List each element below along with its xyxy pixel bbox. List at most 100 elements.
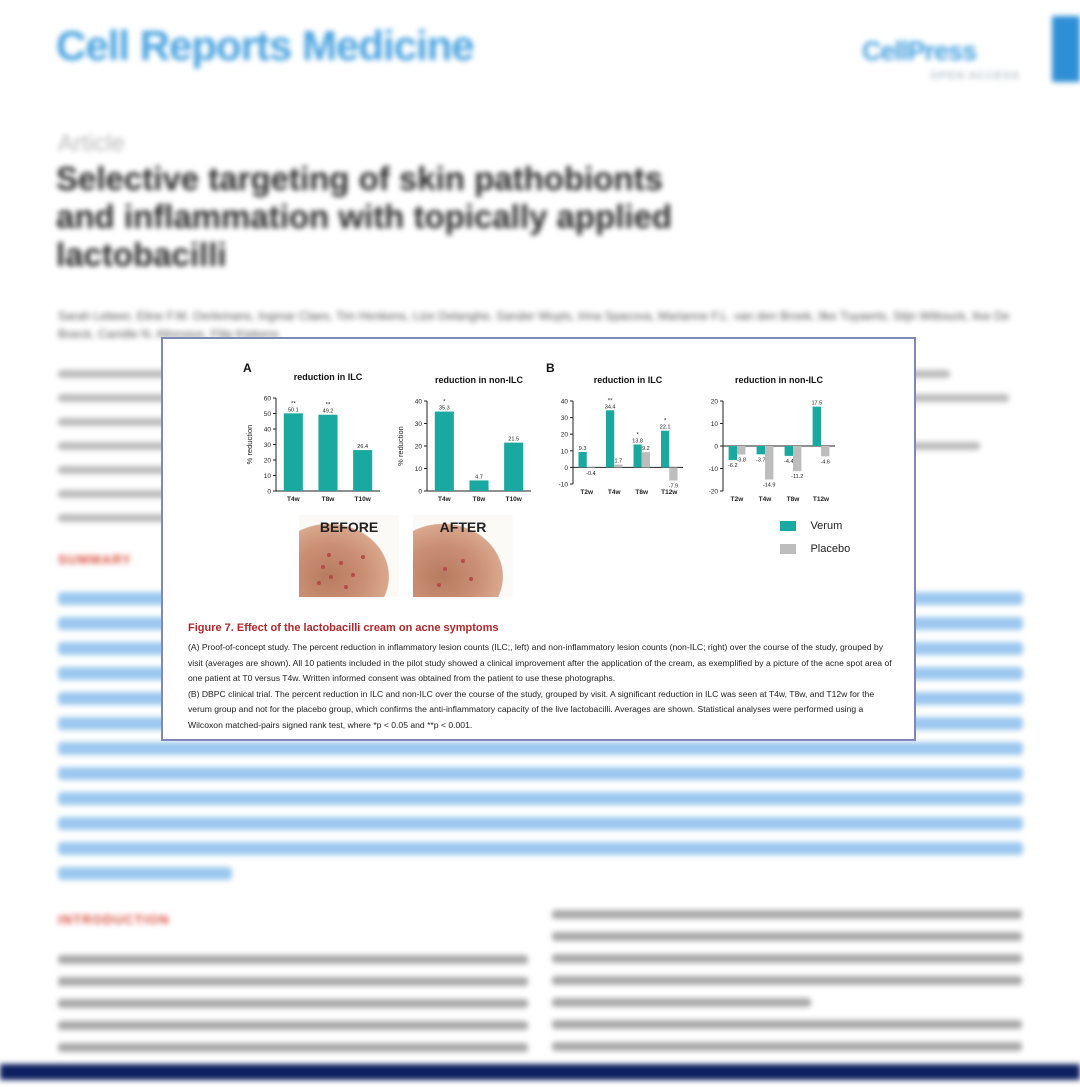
y-tick-label: -10: [709, 466, 719, 473]
bar-verum: [756, 446, 765, 455]
photo-before-label: BEFORE: [319, 519, 379, 535]
bar-verum: [606, 410, 615, 468]
data-label: -7.9: [669, 484, 678, 490]
x-tick-label: T4w: [608, 489, 622, 496]
y-axis-label: % reduction: [245, 425, 254, 465]
y-tick-label: 20: [415, 444, 423, 451]
bar-verum: [812, 406, 821, 446]
intro-right-column: [552, 910, 1022, 1064]
publisher-logo: CellPress: [862, 36, 977, 66]
y-tick-label: 10: [415, 466, 423, 473]
significance-marker: *: [664, 419, 667, 425]
bar-placebo: [669, 467, 678, 481]
y-tick-label: 10: [264, 473, 272, 480]
data-label: 34.4: [605, 404, 616, 410]
legend-placebo: Placebo: [780, 540, 850, 558]
bar-placebo: [821, 446, 830, 457]
x-tick-label: T4w: [759, 496, 773, 503]
photo-before: BEFORE: [299, 515, 399, 597]
y-tick-label: 30: [561, 415, 569, 422]
chart-title: reduction in non-ILC: [435, 375, 523, 385]
bar-placebo: [793, 446, 802, 472]
y-tick-label: 0: [418, 489, 422, 496]
data-label: -4.4: [784, 459, 793, 465]
bar-placebo: [614, 464, 623, 468]
y-tick-label: 10: [561, 448, 569, 455]
caption-panel-b: (B) DBPC clinical trial. The percent red…: [188, 688, 875, 730]
legend-verum-label: Verum: [810, 519, 843, 532]
x-tick-label: T8w: [473, 496, 487, 503]
open-access-label: OPEN ACCESS: [930, 70, 1020, 82]
data-label: 13.8: [632, 438, 643, 444]
y-tick-label: 40: [264, 427, 272, 434]
legend-placebo-swatch: [780, 543, 796, 554]
bar-placebo: [586, 467, 595, 469]
data-label: 35.3: [439, 406, 450, 412]
journal-title: Cell Reports Medicine: [56, 22, 475, 69]
y-tick-label: 40: [415, 399, 423, 406]
significance-marker: **: [326, 403, 331, 409]
bar-value: [469, 480, 489, 491]
data-label: -3.8: [736, 458, 745, 464]
y-tick-label: 20: [264, 458, 272, 465]
x-tick-label: T2w: [731, 496, 745, 503]
x-tick-label: T10w: [506, 496, 523, 503]
photo-after-label: AFTER: [439, 519, 487, 535]
chart-title: reduction in ILC: [594, 375, 663, 385]
data-label: 21.5: [508, 437, 519, 443]
summary-heading: SUMMARY: [58, 552, 132, 567]
figure-caption-title: Figure 7. Effect of the lactobacilli cre…: [188, 622, 499, 634]
bar-value: [504, 442, 524, 491]
author-list: Sarah Lebeer, Eline F.M. Oerlemans, Ingm…: [58, 309, 1010, 341]
bar-verum: [633, 444, 642, 468]
y-tick-label: -20: [709, 489, 719, 496]
figure-7-card: A B reduction in ILC 0 10 20 30 40 50 60 % reduc…: [161, 337, 916, 741]
x-tick-label: T8w: [322, 496, 336, 503]
bar-value: [353, 450, 373, 491]
data-label: -14.9: [763, 483, 776, 489]
data-label: 22.1: [660, 425, 671, 431]
data-label: 4.7: [475, 474, 483, 480]
data-label: -11.2: [791, 474, 803, 480]
caption-panel-a: (A) Proof-of-concept study. The percent …: [188, 642, 892, 683]
bar-placebo: [737, 446, 746, 455]
y-tick-label: 40: [561, 399, 569, 406]
introduction-heading: INTRODUCTION: [58, 912, 170, 927]
y-tick-label: -10: [559, 482, 569, 489]
bar-value: [283, 413, 303, 491]
bar-value: [434, 411, 454, 491]
panel-a-label: A: [243, 361, 252, 375]
x-tick-label: T8w: [787, 496, 801, 503]
bar-verum: [728, 446, 737, 460]
significance-marker: **: [291, 401, 296, 407]
data-label: 50.1: [288, 407, 299, 413]
data-label: -0.4: [586, 471, 595, 477]
bottom-bar: [0, 1064, 1080, 1080]
significance-marker: *: [636, 432, 639, 438]
legend-verum: Verum: [780, 517, 842, 535]
data-label: 9.2: [642, 446, 650, 452]
x-tick-label: T4w: [287, 496, 301, 503]
data-label: 9.3: [579, 446, 587, 452]
y-tick-label: 0: [714, 444, 718, 451]
legend-placebo-label: Placebo: [810, 542, 851, 555]
article-title: Selective targeting of skin pathobionts …: [56, 160, 673, 273]
figure-charts: reduction in ILC 0 10 20 30 40 50 60 % reduction…: [245, 372, 835, 503]
y-tick-label: 0: [267, 489, 271, 496]
y-tick-label: 0: [564, 465, 568, 472]
x-tick-label: T12w: [661, 489, 678, 496]
x-tick-label: T12w: [813, 496, 830, 503]
data-label: 26.4: [357, 444, 368, 450]
bar-verum: [661, 430, 670, 468]
journal-tab-marker: [1052, 16, 1080, 82]
bar-verum: [784, 446, 793, 456]
panel-b-label: B: [546, 361, 555, 375]
x-tick-label: T4w: [438, 496, 452, 503]
data-label: 49.2: [323, 409, 334, 415]
y-tick-label: 20: [711, 399, 719, 406]
y-tick-label: 60: [264, 396, 272, 403]
x-tick-label: T8w: [635, 489, 649, 496]
bar-placebo: [641, 452, 650, 468]
x-tick-label: T2w: [580, 489, 594, 496]
data-label: 1.7: [615, 459, 623, 465]
